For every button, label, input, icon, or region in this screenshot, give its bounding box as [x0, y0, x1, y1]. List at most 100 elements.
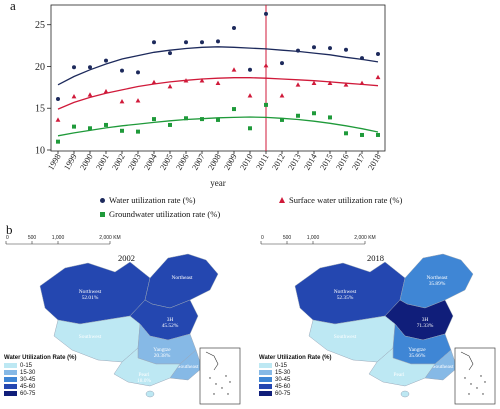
point-surface — [71, 93, 77, 99]
map-2018-year: 2018 — [367, 253, 384, 263]
point-surface — [311, 80, 317, 85]
inset-island — [468, 393, 470, 395]
x-tick-label: 2001 — [94, 152, 111, 172]
map-2002-year: 2002 — [118, 253, 135, 263]
circle-marker-icon — [100, 197, 105, 203]
region-value-label: 45.52% — [162, 323, 179, 329]
region-name-label: Pearl — [393, 372, 405, 378]
legend-surface-label: Surface water utilization rate (%) — [289, 195, 403, 205]
point-water — [232, 26, 236, 31]
legend-class-label: 45-60 — [20, 383, 36, 390]
point-surface — [87, 92, 93, 97]
region-value-label: 18.0% — [137, 378, 151, 384]
legend-ground: Groundwater utilization rate (%) — [100, 209, 220, 219]
scale-label: 2,000 KM — [354, 235, 375, 241]
map-legend-row: 60-75 — [4, 390, 76, 397]
x-tick-label: 2013 — [286, 152, 303, 172]
x-tick-label: 1998 — [46, 152, 63, 172]
y-tick-label: 25 — [35, 20, 45, 31]
point-ground — [184, 116, 188, 121]
swatch-30-45 — [259, 377, 272, 382]
region-name-label: Northwest — [79, 289, 102, 295]
point-water — [344, 47, 348, 52]
map-legend-row: 60-75 — [259, 390, 331, 397]
island-hainan — [145, 390, 155, 398]
point-ground — [328, 115, 332, 120]
x-tick-label: 2000 — [78, 152, 95, 172]
point-water — [184, 40, 188, 45]
inset-coast — [205, 351, 219, 371]
x-tick-label: 2007 — [190, 152, 207, 172]
swatch-45-60 — [4, 384, 17, 389]
point-water — [200, 40, 204, 45]
point-surface — [167, 83, 173, 89]
point-water — [56, 97, 60, 102]
x-tick-label: 2003 — [126, 152, 143, 172]
region-name-label: Northwest — [334, 289, 357, 295]
point-surface — [231, 67, 237, 72]
point-ground — [104, 122, 108, 127]
point-water — [168, 51, 172, 56]
x-tick-label: 1999 — [62, 152, 79, 172]
point-surface — [199, 78, 205, 83]
point-ground — [232, 107, 236, 112]
point-water — [376, 51, 380, 56]
trend-line-1 — [57, 77, 379, 110]
legend-class-label: 0-15 — [20, 362, 33, 369]
panel-b-label: b — [6, 222, 13, 237]
legend-class-label: 30-45 — [20, 376, 36, 383]
swatch-60-75 — [4, 391, 17, 396]
scale-label: 0 — [261, 235, 264, 241]
legend-class-label: 60-75 — [275, 390, 291, 397]
legend-water: Water utilization rate (%) — [100, 195, 195, 205]
swatch-15-30 — [4, 370, 17, 375]
point-ground — [216, 117, 220, 122]
point-surface — [215, 80, 221, 85]
point-water — [312, 45, 316, 50]
x-tick-label: 2002 — [110, 152, 127, 172]
region-name-label: Yangtze — [408, 347, 426, 353]
point-ground — [344, 131, 348, 136]
utilization-chart: 10 15 20 25 19981999200020012002200320042005… — [35, 4, 386, 188]
inset-island — [476, 387, 478, 389]
x-tick-label: 2015 — [318, 152, 335, 172]
point-water — [88, 65, 92, 70]
point-ground — [56, 139, 60, 144]
point-water — [72, 65, 76, 70]
map-legend-row: 0-15 — [4, 362, 76, 369]
region-name-label: 3H — [422, 317, 429, 323]
inset-island — [482, 393, 484, 395]
map-legend-title: Water Utilization Rate (%) — [4, 355, 77, 361]
region-name-label: Northeast — [172, 275, 193, 281]
inset-frame — [454, 347, 496, 405]
x-tick-label: 2005 — [158, 152, 175, 172]
x-tick-label: 2014 — [302, 151, 320, 171]
x-tick-label: 2017 — [350, 152, 367, 172]
panel-a-label: a — [10, 0, 16, 13]
island-hainan — [400, 390, 410, 398]
y-tick-label: 10 — [35, 146, 45, 157]
point-ground — [248, 126, 252, 131]
square-marker-icon — [100, 211, 105, 217]
point-surface — [295, 82, 301, 87]
legend-ground-label: Groundwater utilization rate (%) — [109, 209, 221, 219]
scale-label: 1,000 — [307, 235, 320, 241]
point-surface — [359, 80, 365, 85]
point-ground — [168, 122, 172, 127]
point-ground — [120, 128, 124, 133]
map-legend-row: 30-45 — [4, 376, 76, 383]
region-name-label: Southwest — [334, 334, 357, 340]
y-tick-label: 15 — [35, 104, 45, 115]
map-legend-row: 15-30 — [259, 369, 331, 376]
region-name-label: Southeast — [178, 364, 199, 370]
inset-island — [229, 381, 231, 383]
y-tick-label: 20 — [35, 62, 45, 73]
point-ground — [264, 102, 268, 107]
x-tick-label: 2008 — [206, 152, 223, 172]
x-axis-title: year — [210, 178, 226, 188]
region-name-label: 3H — [167, 317, 174, 323]
x-tick-label: 2016 — [334, 152, 351, 172]
trend-line-2 — [57, 116, 379, 137]
